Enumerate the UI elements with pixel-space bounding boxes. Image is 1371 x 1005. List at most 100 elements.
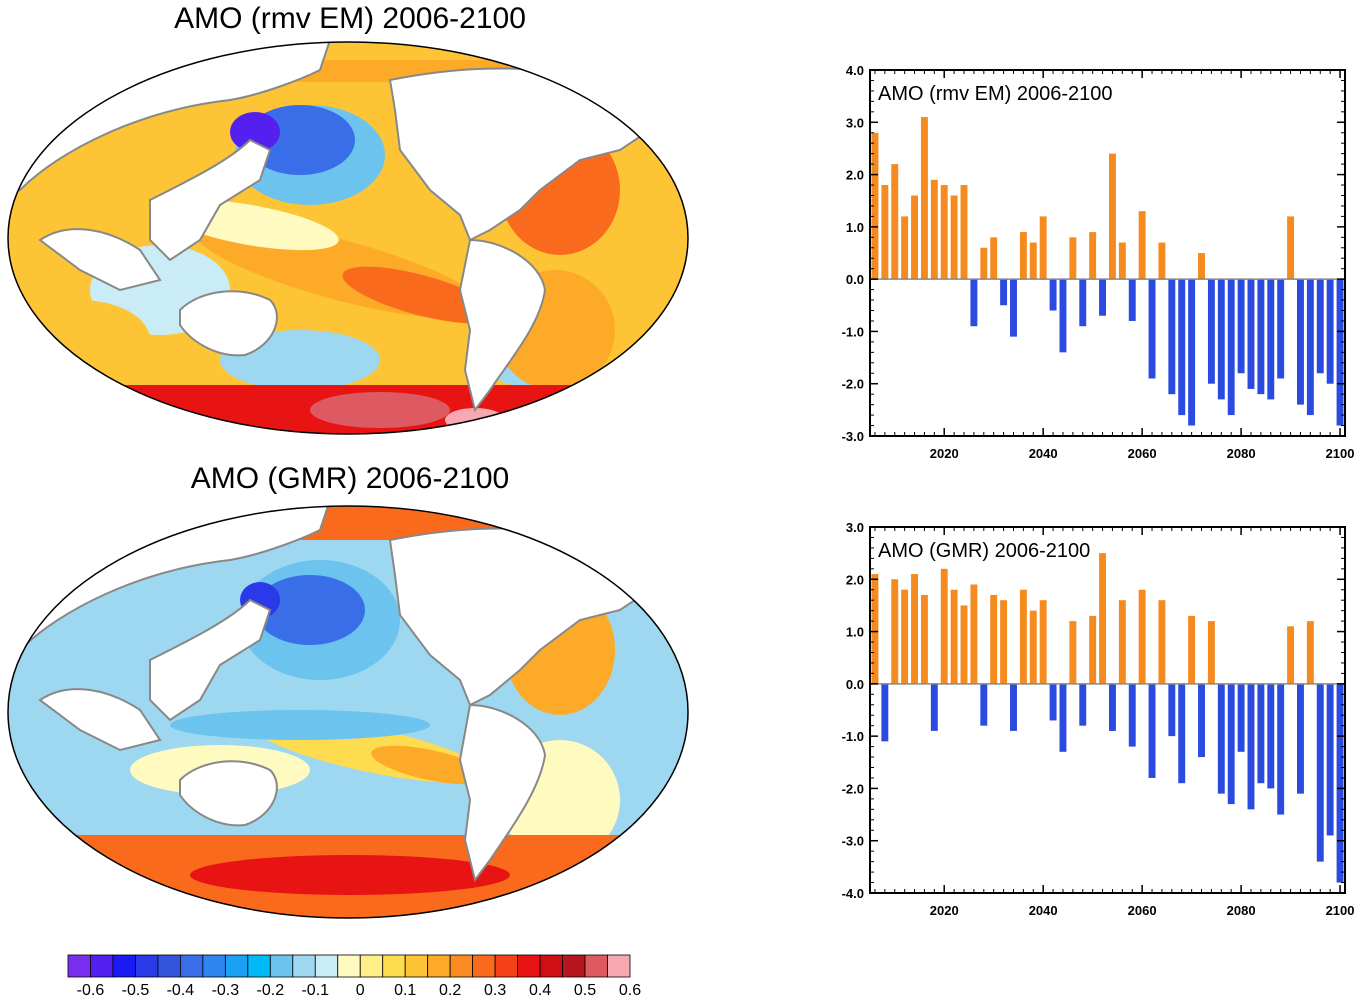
bar [1277, 683, 1285, 815]
colorbar-swatch [607, 954, 631, 978]
colorbar-swatch [224, 954, 249, 978]
chart-gmr: 3.0 2.0 1.0 0.0 -1.0 -2.0 -3.0 -4.0 2020 2040 2060… [842, 520, 1355, 918]
y-tick-label: 1.0 [846, 625, 864, 640]
bar [1178, 279, 1186, 416]
colorbar-swatch [449, 954, 474, 978]
bar [1019, 589, 1027, 684]
x-tick-label: 2040 [1029, 446, 1058, 461]
map-field-patch [170, 710, 430, 740]
y-tick-label: 2.0 [846, 168, 864, 183]
colorbar-swatch [584, 954, 608, 978]
bar [881, 683, 889, 742]
map-gmr [7, 505, 689, 919]
bar [1297, 683, 1304, 794]
bar [1108, 683, 1116, 731]
bar [930, 179, 938, 280]
bar [1069, 621, 1077, 684]
colorbar-label: 0 [355, 982, 365, 999]
bar [1118, 600, 1126, 684]
bar [920, 594, 928, 684]
y-tick-label: -3.0 [842, 834, 864, 849]
bar [1316, 279, 1324, 374]
map-field-patch [255, 575, 365, 645]
bar [970, 584, 978, 684]
bar [1188, 615, 1196, 684]
bar [1148, 279, 1156, 379]
bar [1217, 279, 1225, 400]
colorbar-label: 0.3 [483, 982, 507, 999]
map-field-patch [8, 60, 688, 82]
bar [1000, 279, 1008, 306]
bar [1010, 279, 1017, 337]
colorbar-label: -0.4 [166, 982, 195, 999]
bar [911, 574, 918, 684]
bar [1257, 279, 1265, 395]
bar [990, 237, 998, 280]
colorbar-swatch [562, 954, 586, 978]
bar [1198, 253, 1205, 280]
chart-rmv-em: 4.0 3.0 2.0 1.0 0.0 -1.0 -2.0 -3.0 2020 2040 2060 2… [842, 63, 1355, 461]
bar [1079, 279, 1087, 327]
bar [911, 195, 918, 280]
bar [1237, 279, 1245, 374]
bar [980, 247, 988, 280]
bar [1267, 279, 1275, 400]
bar [1079, 683, 1087, 726]
bar [960, 185, 968, 280]
map-field-patch [371, 745, 489, 785]
bar [990, 594, 998, 684]
colorbar-swatch [90, 954, 114, 978]
bar [1326, 683, 1334, 836]
colorbar-label: -0.6 [76, 982, 105, 999]
y-tick-label: -3.0 [842, 429, 864, 444]
bar [1168, 279, 1176, 395]
bar [1168, 683, 1176, 737]
bar [901, 589, 909, 684]
bar [1178, 683, 1186, 784]
bar [930, 683, 938, 731]
colorbar-swatch [337, 954, 361, 978]
x-tick-label: 2060 [1128, 903, 1157, 918]
bar [1128, 683, 1136, 747]
bar [1217, 683, 1225, 794]
bar [1138, 211, 1146, 280]
colorbar-label: 0.4 [528, 982, 552, 999]
colorbar-label: 0.2 [439, 982, 462, 999]
bar [1138, 589, 1146, 684]
bar [1089, 615, 1097, 684]
bar [891, 164, 899, 280]
bar [1306, 279, 1314, 416]
bar [1287, 216, 1295, 280]
bar [1099, 279, 1107, 316]
colorbar-swatch [404, 954, 429, 978]
bar [980, 683, 988, 726]
bar [871, 574, 879, 684]
y-tick-label: 2.0 [846, 572, 864, 587]
bar [1336, 279, 1344, 426]
colorbar-swatch [135, 954, 159, 978]
colorbar-swatch [539, 954, 563, 978]
bar [1247, 279, 1255, 389]
bar [1029, 610, 1037, 684]
bar-series [871, 553, 1344, 883]
bar [970, 279, 978, 327]
colorbar-label: 0.5 [573, 982, 597, 999]
colorbar-swatch [67, 954, 91, 978]
x-tick-label: 2080 [1227, 446, 1256, 461]
bar [950, 195, 958, 280]
bar [1336, 683, 1344, 883]
y-tick-label: -1.0 [842, 324, 864, 339]
colorbar-swatch [494, 954, 518, 978]
y-tick-label: 1.0 [846, 220, 864, 235]
x-tick-label: 2100 [1326, 446, 1355, 461]
bar [1207, 279, 1215, 384]
colorbar-label: -0.1 [301, 982, 330, 999]
y-tick-label: -2.0 [842, 377, 864, 392]
bar [871, 132, 879, 280]
colorbar-swatch [247, 954, 271, 978]
x-tick-label: 2080 [1227, 903, 1256, 918]
bar [1039, 216, 1047, 280]
bar [881, 185, 889, 280]
bar [1059, 683, 1067, 752]
bar [1158, 242, 1166, 280]
